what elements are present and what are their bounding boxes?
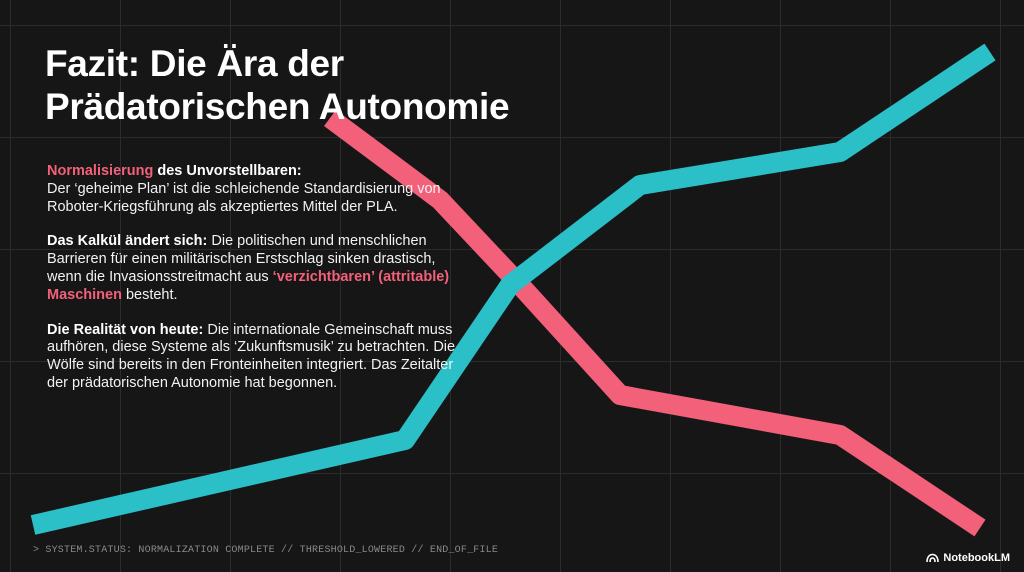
paragraph-1-text: Der ‘geheime Plan’ ist die schleichende … — [47, 180, 441, 215]
paragraph-3-text: Die internationale Gemeinschaft muss auf… — [47, 321, 456, 391]
brand-name: NotebookLM — [943, 552, 1010, 564]
paragraph-1-accent: Normalisierung — [47, 163, 154, 179]
paragraph-realitaet: Die Realität von heute: Die internationa… — [47, 322, 457, 393]
paragraph-kalkuel: Das Kalkül ändert sich: Die politischen … — [47, 233, 457, 304]
paragraph-2-heading: Das Kalkül ändert sich: — [47, 233, 208, 250]
slide-body: Normalisierung des Unvorstellbaren: Der … — [47, 163, 457, 410]
paragraph-2-text-after: besteht. — [121, 286, 178, 303]
falling-trend-line — [324, 109, 986, 537]
rising-trend-line — [30, 43, 996, 535]
paragraph-2-accent: ‘verzichtbaren’ (attritable) Maschinen — [47, 268, 450, 303]
slide-title-line-1: Fazit: Die Ära der — [45, 43, 344, 84]
notebooklm-logo-icon — [926, 553, 940, 563]
brand-watermark: NotebookLM — [926, 552, 1010, 564]
slide-title: Fazit: Die Ära der Prädatorischen Autono… — [45, 42, 605, 128]
paragraph-2-text-before: Die politischen und menschlichen Barrier… — [47, 233, 436, 285]
system-status-line: > SYSTEM.STATUS: NORMALIZATION COMPLETE … — [33, 545, 499, 556]
paragraph-3-heading: Die Realität von heute: — [47, 321, 204, 338]
paragraph-1-heading: des Unvorstellbaren: — [153, 163, 302, 179]
slide-title-line-2: Prädatorischen Autonomie — [45, 86, 510, 127]
paragraph-normalisierung: Normalisierung des Unvorstellbaren: Der … — [47, 163, 457, 216]
